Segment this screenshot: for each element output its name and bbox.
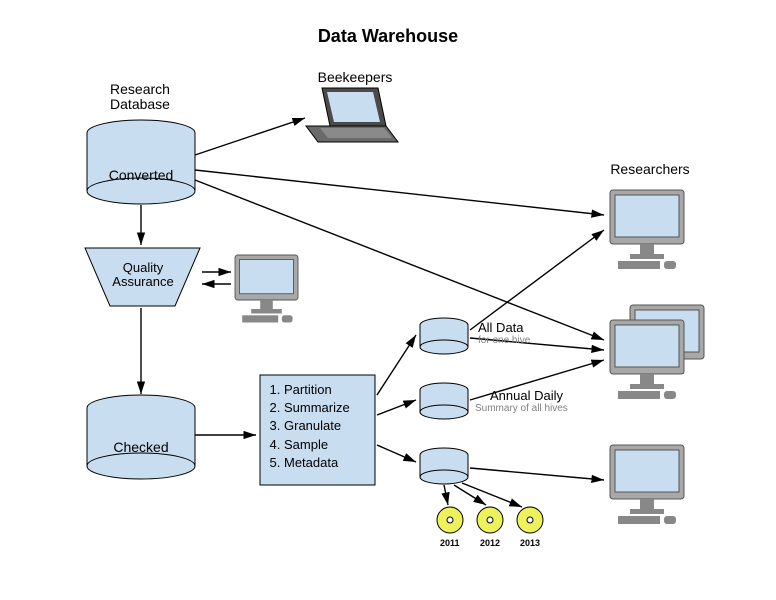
label-checked: Checked [87, 440, 195, 455]
process-step: Summarize [284, 399, 369, 417]
label-research-db: Research Database [85, 82, 195, 113]
disc-2012-icon [477, 507, 503, 533]
label-2011: 2011 [440, 538, 460, 548]
label-annual: Annual Daily [490, 388, 563, 403]
label-researchers: Researchers [580, 162, 720, 177]
monitor-r1-icon [610, 190, 684, 269]
disc-2013-icon [517, 507, 543, 533]
monitor-qa-icon [235, 255, 298, 323]
cylinder-output-2 [420, 383, 468, 419]
monitor-r3-icon [610, 445, 684, 524]
process-step: Granulate [284, 417, 369, 435]
label-converted: Converted [87, 168, 195, 183]
process-step: Sample [284, 436, 369, 454]
disc-2011-icon [437, 507, 463, 533]
monitor-r2-front-icon [610, 320, 684, 399]
cylinder-output-1 [420, 318, 468, 354]
label-beekeepers: Beekeepers [305, 70, 405, 85]
cylinder-output-3 [420, 448, 468, 484]
process-step: Partition [284, 381, 369, 399]
process-steps-list: Partition Summarize Granulate Sample Met… [260, 375, 375, 485]
diagram-title: Data Warehouse [0, 26, 776, 47]
label-qa: Quality Assurance [100, 261, 186, 290]
label-all-data: All Data [478, 320, 524, 335]
laptop-icon [306, 88, 398, 142]
label-annual-sub: Summary of all hives [475, 403, 568, 414]
cylinder-converted [87, 120, 195, 204]
diagram-canvas: Data Warehouse Research Database Beekeep… [0, 0, 776, 600]
label-2012: 2012 [480, 538, 500, 548]
label-2013: 2013 [520, 538, 540, 548]
process-step: Metadata [284, 454, 369, 472]
cylinder-checked [87, 395, 195, 479]
label-all-data-sub: for one hive [478, 335, 530, 346]
